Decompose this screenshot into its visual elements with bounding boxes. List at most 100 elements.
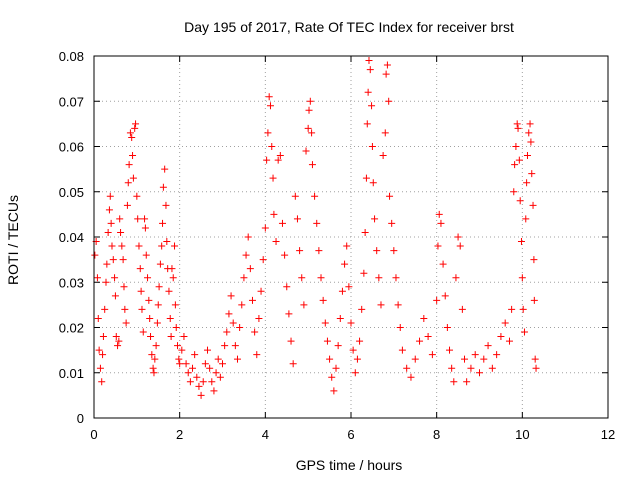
data-point <box>149 364 157 372</box>
data-point <box>293 215 301 223</box>
data-point <box>106 192 114 200</box>
data-point <box>141 215 149 223</box>
data-point <box>368 102 376 110</box>
data-point <box>233 355 241 363</box>
data-point <box>216 373 224 381</box>
data-point <box>126 129 134 137</box>
data-point <box>360 269 368 277</box>
data-point <box>317 274 325 282</box>
data-point <box>128 133 136 141</box>
data-point <box>493 351 501 359</box>
data-point <box>111 292 119 300</box>
data-point <box>166 314 174 322</box>
data-point <box>526 120 534 128</box>
data-point <box>424 333 432 341</box>
data-point <box>398 346 406 354</box>
data-point <box>167 333 175 341</box>
data-point <box>148 351 156 359</box>
chart-title: Day 195 of 2017, Rate Of TEC Index for r… <box>184 19 514 35</box>
data-point <box>98 378 106 386</box>
data-point <box>330 387 338 395</box>
x-tick-label: 12 <box>601 427 615 442</box>
data-point <box>118 242 126 250</box>
data-point <box>119 256 127 264</box>
data-point <box>433 296 441 304</box>
data-point <box>136 265 144 273</box>
data-point <box>326 355 334 363</box>
data-point <box>446 346 454 354</box>
data-point <box>248 296 256 304</box>
data-point <box>527 138 535 146</box>
data-point <box>99 333 107 341</box>
data-point <box>396 324 404 331</box>
data-point <box>146 314 154 322</box>
data-point <box>175 355 183 363</box>
data-point <box>116 215 124 223</box>
data-point <box>308 161 316 169</box>
data-point <box>508 305 516 313</box>
data-point <box>276 152 284 160</box>
data-point <box>484 342 492 350</box>
axis-ticks: 0 2 4 6 8 10 12 0 0.01 0.02 0.03 0.04 0.05 0.06 0.07 0.… <box>59 49 616 442</box>
data-point <box>323 337 331 345</box>
data-point <box>311 192 319 200</box>
data-point <box>366 66 374 74</box>
data-point <box>172 324 180 331</box>
data-point <box>296 247 304 255</box>
data-point <box>407 373 415 381</box>
data-points <box>91 57 540 399</box>
data-point <box>94 314 102 322</box>
data-point <box>289 360 297 368</box>
data-point <box>437 219 445 227</box>
data-point <box>281 251 289 259</box>
data-point <box>231 342 239 350</box>
data-point <box>96 364 104 372</box>
data-point <box>125 161 133 169</box>
data-point <box>129 174 137 182</box>
x-tick-label: 4 <box>262 427 269 442</box>
data-point <box>268 143 276 150</box>
data-point <box>523 152 531 160</box>
data-point <box>515 156 523 164</box>
y-axis-label: ROTI / TECUs <box>5 195 21 285</box>
data-point <box>91 251 99 259</box>
data-point <box>99 351 107 359</box>
x-axis-label: GPS time / hours <box>296 457 403 473</box>
data-point <box>162 201 170 209</box>
data-point <box>382 70 390 78</box>
data-point <box>362 174 370 182</box>
data-point <box>93 274 101 282</box>
data-point <box>133 192 141 200</box>
data-point <box>169 274 177 282</box>
data-point <box>439 260 447 268</box>
data-point <box>505 337 513 345</box>
y-tick-label: 0.03 <box>59 275 84 290</box>
data-point <box>159 183 167 191</box>
data-point <box>278 219 286 227</box>
data-point <box>104 228 112 236</box>
y-tick-label: 0.02 <box>59 321 84 336</box>
data-point <box>394 301 402 309</box>
data-point <box>144 274 152 282</box>
data-point <box>153 319 161 327</box>
data-point <box>377 301 385 309</box>
data-point <box>176 360 184 368</box>
y-tick-label: 0.08 <box>59 49 84 64</box>
data-point <box>390 247 398 255</box>
data-point <box>274 156 282 164</box>
data-point <box>530 296 538 304</box>
data-point <box>525 129 533 137</box>
data-point <box>197 391 205 399</box>
data-point <box>139 328 147 336</box>
data-point <box>308 129 316 137</box>
data-point <box>512 143 520 150</box>
data-point <box>315 247 323 255</box>
data-point <box>520 328 528 336</box>
data-point <box>443 324 451 331</box>
data-point <box>180 333 188 341</box>
data-point <box>117 228 125 236</box>
data-point <box>138 305 146 313</box>
data-point <box>353 355 361 363</box>
data-point <box>154 301 162 309</box>
